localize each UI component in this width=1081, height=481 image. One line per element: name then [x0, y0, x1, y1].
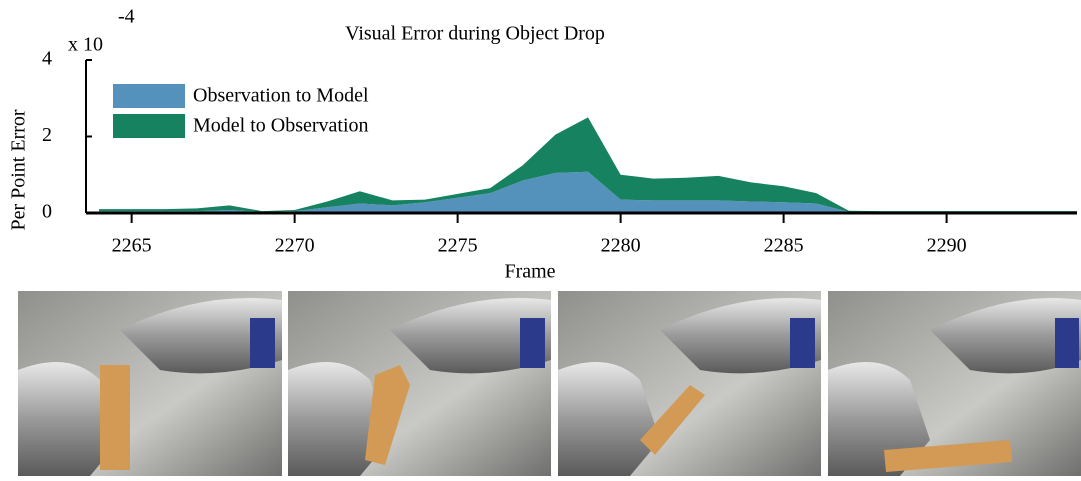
x-tick-label: 2280: [601, 235, 641, 257]
y-tick-label: 0: [42, 201, 52, 223]
x-axis-label: Frame: [504, 261, 555, 283]
y-tick-label: 2: [42, 124, 52, 146]
plot-area: 0 2 4 2265 2270 2275 2280 2285 2290 Observation t…: [42, 48, 1077, 257]
photo: [828, 291, 1081, 476]
x-tick-label: 2290: [927, 235, 967, 257]
y-multiplier: x 10: [68, 34, 103, 56]
legend-label: Observation to Model: [193, 85, 369, 107]
y-exponent: -4: [118, 6, 135, 28]
photo: [288, 291, 551, 476]
x-tick-label: 2270: [275, 235, 315, 257]
x-tick-label: 2265: [112, 235, 152, 257]
legend-swatch: [113, 84, 185, 108]
chart-title: Visual Error during Object Drop: [345, 23, 605, 45]
x-tick-label: 2275: [438, 235, 478, 257]
legend-swatch: [113, 114, 185, 138]
y-axis-label: Per Point Error: [8, 109, 30, 230]
photo: [18, 291, 282, 476]
photo: [558, 291, 821, 476]
x-tick-label: 2285: [764, 235, 804, 257]
figure: Visual Error during Object Drop x 10 -4 …: [0, 0, 1081, 476]
legend-label: Model to Observation: [193, 115, 369, 137]
area: [99, 172, 1077, 213]
y-tick-label: 4: [42, 48, 52, 70]
photo-strip: [18, 291, 1081, 476]
